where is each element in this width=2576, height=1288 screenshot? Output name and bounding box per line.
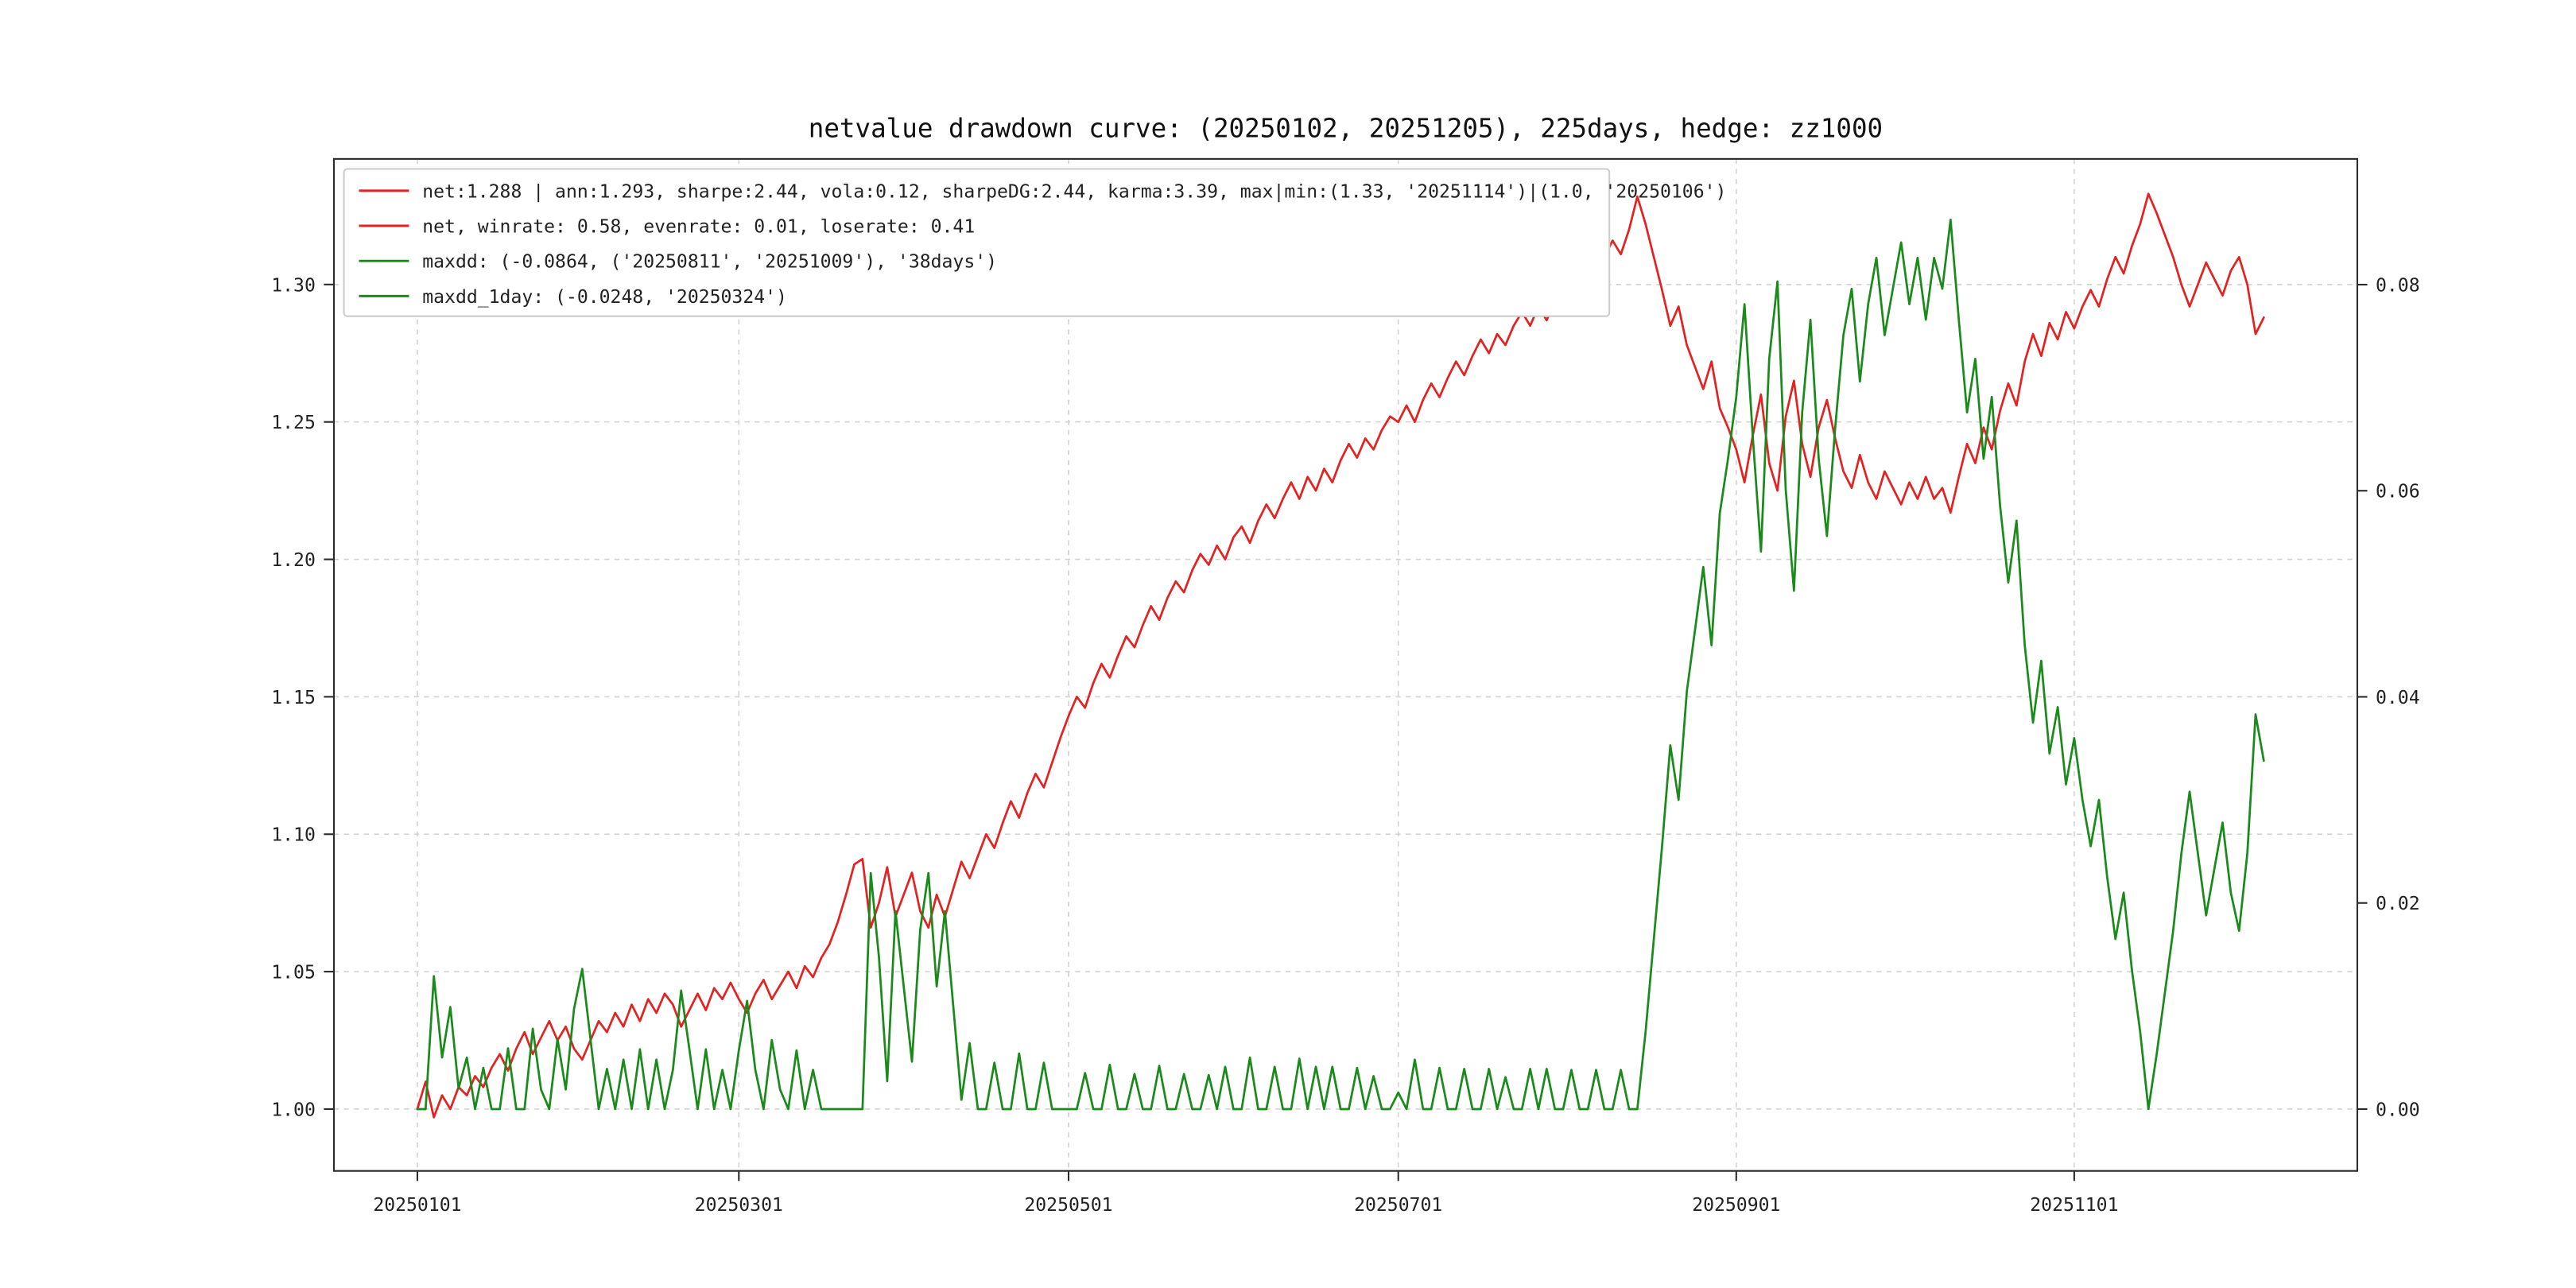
x-tick-label: 20250501 xyxy=(1024,1195,1112,1216)
left-tick-label: 1.00 xyxy=(271,1100,316,1120)
drawdown-line xyxy=(416,218,2265,1111)
legend: net:1.288 | ann:1.293, sharpe:2.44, vola… xyxy=(343,168,1726,317)
legend-entry-label: net:1.288 | ann:1.293, sharpe:2.44, vola… xyxy=(422,181,1726,202)
x-tick-label: 20250101 xyxy=(373,1195,461,1216)
axis-ticks-and-labels: 1.00 1.05 1.10 1.15 1.20 1.25 1.30 0.00 0.02 0.04… xyxy=(271,275,2419,1216)
legend-entry-label: maxdd_1day: (-0.0248, '20250324') xyxy=(422,287,787,308)
legend-entry-label: net, winrate: 0.58, evenrate: 0.01, lose… xyxy=(422,216,975,237)
right-tick-label: 0.08 xyxy=(2376,275,2420,296)
series-lines xyxy=(416,192,2265,1119)
left-tick-label: 1.30 xyxy=(271,275,316,296)
chart-title: netvalue drawdown curve: (20250102, 2025… xyxy=(809,113,1883,143)
plot-border xyxy=(332,157,2358,1172)
left-tick-label: 1.25 xyxy=(271,413,316,433)
left-tick-label: 1.20 xyxy=(271,550,316,571)
right-tick-label: 0.00 xyxy=(2376,1100,2420,1120)
x-tick-label: 20251101 xyxy=(2030,1195,2118,1216)
right-tick-label: 0.06 xyxy=(2376,482,2420,502)
right-tick-label: 0.04 xyxy=(2376,688,2420,708)
net-line xyxy=(416,192,2265,1119)
legend-box xyxy=(343,168,1611,317)
left-tick-label: 1.15 xyxy=(271,688,316,708)
x-tick-label: 20250901 xyxy=(1692,1195,1780,1216)
x-tick-label: 20250701 xyxy=(1354,1195,1442,1216)
x-tick-label: 20250301 xyxy=(695,1195,783,1216)
legend-entry-label: maxdd: (-0.0864, ('20250811', '20251009'… xyxy=(422,252,997,273)
axes-spines xyxy=(332,157,2358,1172)
left-tick-label: 1.05 xyxy=(271,962,316,983)
right-tick-label: 0.02 xyxy=(2376,894,2420,914)
left-tick-label: 1.10 xyxy=(271,825,316,846)
